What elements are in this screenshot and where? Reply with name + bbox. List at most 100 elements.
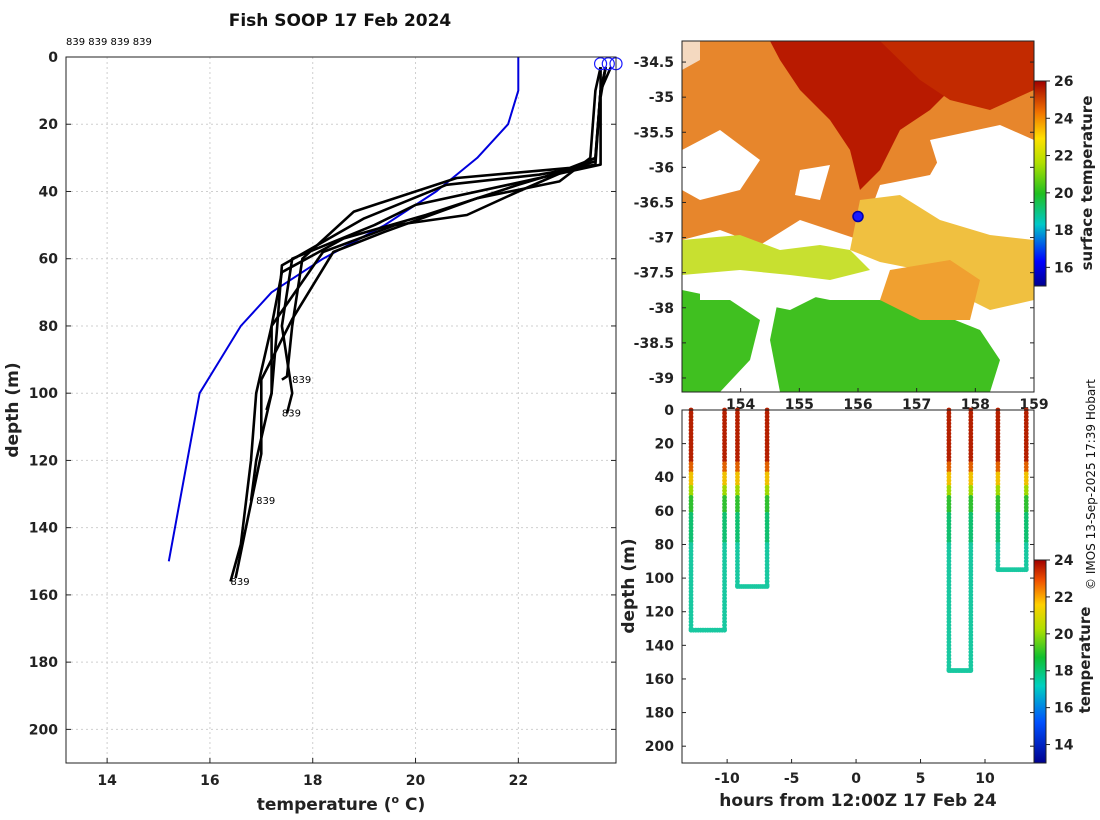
cast-point xyxy=(946,548,952,554)
map-xtick-label: 154 xyxy=(726,397,755,413)
cast-point xyxy=(764,538,770,544)
cast-point xyxy=(722,484,727,490)
cast-point xyxy=(735,421,740,426)
cast-point xyxy=(1023,421,1029,426)
top-annotation: 839 839 839 839 xyxy=(66,37,152,48)
cast-point xyxy=(995,528,1001,534)
cast-point xyxy=(764,444,770,450)
cast-point xyxy=(1023,447,1029,453)
cast-point xyxy=(722,488,727,494)
cast-point xyxy=(968,515,974,520)
profile-ytick-label: 140 xyxy=(29,521,58,537)
profile-plot: 14 16 18 20 22 0 20 40 60 80 100 120 140 160 180 200 83… xyxy=(3,50,623,815)
cast-point xyxy=(946,565,952,571)
cast-point xyxy=(764,495,770,500)
cast-point xyxy=(688,545,694,551)
cast-point xyxy=(722,562,727,568)
cast-point xyxy=(722,585,727,591)
cast-point xyxy=(735,531,740,537)
cast-point xyxy=(1023,454,1029,460)
colorbar-tick-label: 20 xyxy=(1054,627,1074,643)
cast-point xyxy=(688,484,694,490)
cast-point xyxy=(946,421,952,426)
cast-point xyxy=(968,562,974,568)
cast-point xyxy=(968,501,974,507)
cast-point xyxy=(735,538,740,544)
cast-point xyxy=(946,518,952,524)
profile-xtick-label: 20 xyxy=(406,773,426,789)
profile-end-label: 839 xyxy=(256,496,275,507)
cast-point xyxy=(722,612,727,618)
profile-end-label: 839 xyxy=(230,577,249,588)
colorbar-tick-label: 22 xyxy=(1054,149,1073,165)
cast-point xyxy=(1023,552,1029,557)
cast-point xyxy=(968,565,974,571)
cast-point xyxy=(735,498,740,504)
cast-point xyxy=(968,602,974,608)
cast-point xyxy=(1023,505,1029,510)
colorbar-tick-label: 26 xyxy=(1054,74,1073,90)
cast-point xyxy=(968,538,974,544)
cast-trace xyxy=(735,407,770,589)
cast-point xyxy=(995,461,1001,467)
cast-point xyxy=(722,410,727,416)
map-ytick-label: -37 xyxy=(649,231,674,247)
cast-point xyxy=(995,427,1001,433)
cast-point xyxy=(968,491,974,497)
cast-point xyxy=(735,525,740,531)
cast-point xyxy=(722,495,727,500)
profile-ytick-label: 40 xyxy=(39,184,59,200)
cast-point xyxy=(722,481,727,487)
cast-point xyxy=(968,639,974,645)
cast-point xyxy=(1023,444,1029,450)
profile-end-label: 839 xyxy=(282,409,301,420)
cast-point xyxy=(1023,538,1029,544)
cast-point xyxy=(735,495,740,500)
cast-point xyxy=(722,599,727,605)
cast-point xyxy=(968,548,974,554)
cast-point xyxy=(1023,468,1029,473)
cast-point xyxy=(735,558,740,564)
cast-point xyxy=(688,498,694,504)
cast-point xyxy=(764,471,770,477)
cast-point xyxy=(722,525,727,531)
cast-point xyxy=(968,653,974,658)
cast-point xyxy=(968,464,974,470)
cast-point xyxy=(968,521,974,527)
cast-point xyxy=(688,431,694,436)
profile-xtick-label: 22 xyxy=(509,773,528,789)
cast-point xyxy=(995,441,1001,447)
cast-point xyxy=(688,599,694,605)
cast-point xyxy=(968,659,974,665)
cast-point xyxy=(968,663,974,668)
cast-point xyxy=(735,552,740,557)
cast-point xyxy=(722,515,727,520)
cast-point xyxy=(1023,535,1029,541)
map-ytick-label: -34.5 xyxy=(634,55,674,71)
map-ytick-label: -37.5 xyxy=(634,266,674,282)
cast-point xyxy=(764,464,770,470)
cast-point xyxy=(764,424,770,430)
cast-point xyxy=(722,478,727,483)
cast-point xyxy=(764,515,770,520)
cast-point xyxy=(946,656,952,662)
cast-point xyxy=(735,548,740,554)
cast-point xyxy=(968,484,974,490)
cast-point xyxy=(735,410,740,416)
cast-point xyxy=(946,575,952,581)
cast-point xyxy=(688,515,694,520)
cast-point xyxy=(968,589,974,594)
cast-point xyxy=(1023,481,1029,487)
cast-point xyxy=(995,542,1001,547)
cast-point xyxy=(688,605,694,611)
cast-point xyxy=(735,464,740,470)
cast-point xyxy=(722,505,727,510)
figure-title: Fish SOOP 17 Feb 2024 xyxy=(229,11,452,31)
cast-point xyxy=(946,626,952,631)
cast-point xyxy=(995,538,1001,544)
cast-point xyxy=(995,431,1001,436)
cast-point xyxy=(722,434,727,440)
cast-point xyxy=(995,424,1001,430)
cast-point xyxy=(968,668,974,673)
cast-point xyxy=(1023,410,1029,416)
